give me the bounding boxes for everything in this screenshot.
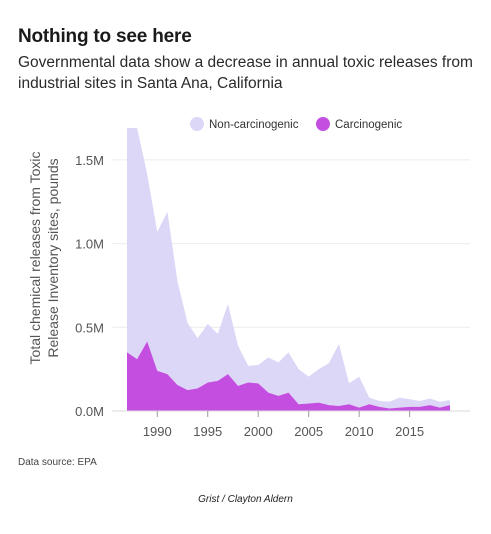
x-tick-label: 2010 bbox=[345, 424, 374, 439]
series-area-carcinogenic bbox=[127, 341, 450, 411]
y-tick-label: 0.5M bbox=[75, 320, 104, 335]
x-tick-label: 1990 bbox=[143, 424, 172, 439]
x-tick-label: 2015 bbox=[395, 424, 424, 439]
x-tick-label: 1995 bbox=[193, 424, 222, 439]
y-axis-label-line: Total chemical releases from Toxic bbox=[27, 152, 43, 365]
y-tick-label: 1.5M bbox=[75, 153, 104, 168]
legend-swatch bbox=[316, 117, 330, 131]
x-tick-label: 2000 bbox=[244, 424, 273, 439]
legend-label: Carcinogenic bbox=[335, 119, 402, 131]
areas bbox=[127, 128, 450, 411]
chart-title: Nothing to see here bbox=[18, 26, 192, 47]
legend-swatch bbox=[190, 117, 204, 131]
data-source-note: Data source: EPA bbox=[18, 457, 97, 468]
y-tick-label: 1.0M bbox=[75, 237, 104, 252]
axes: 0.0M 0.5M 1.0M 1.5M 1990 1995 2000 2005 2010 2015… bbox=[27, 152, 470, 439]
series-area-non-carcinogenic bbox=[127, 128, 450, 409]
y-axis-label-line: Release Inventory sites, pounds bbox=[45, 158, 61, 357]
credit-line: Grist / Clayton Aldern bbox=[198, 494, 293, 505]
y-tick-label: 0.0M bbox=[75, 404, 104, 419]
area-chart: 0.0M 0.5M 1.0M 1.5M 1990 1995 2000 2005 2010 2015… bbox=[27, 117, 470, 439]
legend: Non-carcinogenic Carcinogenic bbox=[190, 117, 402, 131]
x-tick-label: 2005 bbox=[294, 424, 323, 439]
chart-subtitle: Governmental data show a decrease in ann… bbox=[18, 54, 473, 92]
legend-label: Non-carcinogenic bbox=[209, 119, 299, 131]
